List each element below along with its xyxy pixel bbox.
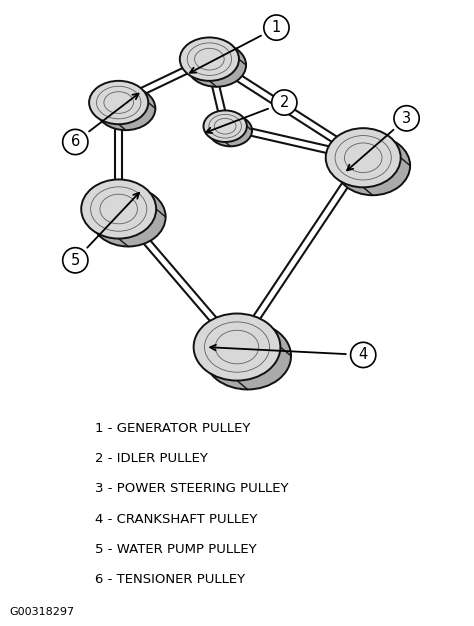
Ellipse shape — [89, 81, 148, 124]
Ellipse shape — [203, 110, 247, 142]
Text: 1 - GENERATOR PULLEY: 1 - GENERATOR PULLEY — [95, 422, 250, 435]
Ellipse shape — [81, 180, 156, 239]
Text: 3: 3 — [402, 111, 411, 126]
Ellipse shape — [204, 322, 291, 389]
Text: 6 - TENSIONER PULLEY: 6 - TENSIONER PULLEY — [95, 573, 245, 586]
Circle shape — [351, 342, 376, 367]
Text: G00318297: G00318297 — [9, 607, 74, 617]
Circle shape — [63, 130, 88, 155]
Text: 6: 6 — [71, 135, 80, 150]
Circle shape — [63, 248, 88, 273]
Text: 3 - POWER STEERING PULLEY: 3 - POWER STEERING PULLEY — [95, 483, 288, 495]
Circle shape — [264, 15, 289, 40]
Ellipse shape — [96, 87, 155, 130]
Text: 4 - CRANKSHAFT PULLEY: 4 - CRANKSHAFT PULLEY — [95, 513, 257, 525]
Ellipse shape — [187, 43, 246, 87]
Circle shape — [394, 106, 419, 131]
Ellipse shape — [91, 187, 165, 247]
Ellipse shape — [335, 136, 410, 195]
Text: 1: 1 — [272, 20, 281, 35]
Text: 5: 5 — [71, 253, 80, 268]
Text: 2 - IDLER PULLEY: 2 - IDLER PULLEY — [95, 452, 208, 465]
Ellipse shape — [209, 115, 252, 146]
Ellipse shape — [180, 38, 239, 81]
Text: 5 - WATER PUMP PULLEY: 5 - WATER PUMP PULLEY — [95, 543, 256, 556]
Circle shape — [272, 90, 297, 115]
Text: 2: 2 — [280, 95, 289, 110]
Ellipse shape — [326, 128, 401, 187]
Text: 4: 4 — [358, 347, 368, 362]
Ellipse shape — [193, 314, 281, 381]
